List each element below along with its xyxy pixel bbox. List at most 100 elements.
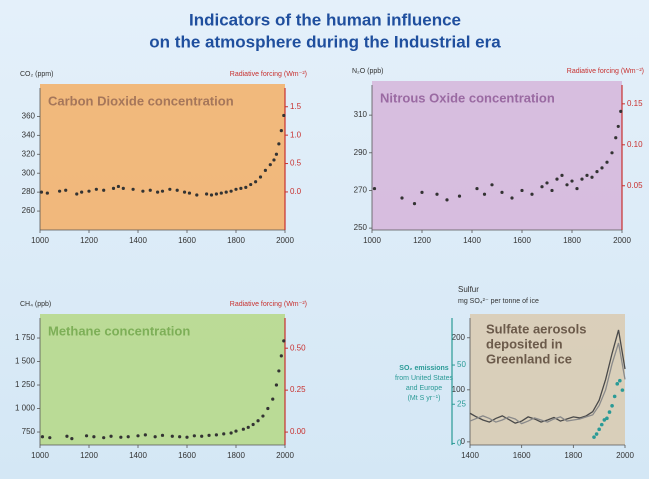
data-point bbox=[185, 435, 189, 439]
data-point bbox=[244, 185, 248, 189]
y2-tick-label: 0.5 bbox=[290, 159, 302, 168]
data-point bbox=[550, 188, 554, 193]
data-point bbox=[256, 419, 260, 423]
x-tick-label: 1400 bbox=[461, 451, 479, 460]
x-tick-label: 2000 bbox=[276, 236, 294, 245]
data-point bbox=[555, 177, 559, 181]
data-point bbox=[254, 180, 258, 184]
data-point bbox=[490, 183, 494, 187]
x-tick-label: 1000 bbox=[363, 236, 381, 245]
data-point bbox=[45, 191, 49, 195]
data-point bbox=[510, 196, 514, 200]
data-point bbox=[246, 425, 250, 429]
y-tick-label: 360 bbox=[22, 112, 36, 121]
y-tick-label: 1 250 bbox=[15, 380, 36, 389]
y-tick-label: 290 bbox=[354, 148, 368, 157]
data-point bbox=[605, 160, 609, 164]
data-point bbox=[160, 433, 165, 437]
data-point bbox=[590, 175, 594, 179]
y2-axis-label: and Europe bbox=[406, 385, 442, 392]
data-point bbox=[271, 397, 275, 401]
y-tick-label: 100 bbox=[452, 385, 466, 394]
y2-tick-label: 1.5 bbox=[290, 102, 302, 111]
data-point bbox=[219, 191, 223, 195]
emission-point bbox=[620, 388, 625, 392]
data-point bbox=[595, 170, 599, 174]
y-tick-label: 310 bbox=[354, 110, 368, 119]
data-point bbox=[94, 187, 98, 191]
data-point bbox=[87, 189, 91, 193]
emission-point bbox=[605, 416, 609, 421]
panel-title: Greenland ice bbox=[486, 351, 572, 366]
y-tick-label: 250 bbox=[354, 223, 368, 232]
panel-title: Carbon Dioxide concentration bbox=[48, 93, 234, 108]
y-tick-label: 1 500 bbox=[15, 357, 36, 366]
data-point bbox=[277, 142, 281, 146]
x-tick-label: 1200 bbox=[413, 236, 431, 245]
panel-title: Nitrous Oxide concentration bbox=[380, 90, 555, 105]
data-point bbox=[277, 369, 281, 373]
y2-axis-label: Radiative forcing (Wm⁻²) bbox=[230, 301, 307, 308]
x-tick-label: 2000 bbox=[276, 451, 294, 460]
x-tick-label: 1000 bbox=[31, 451, 49, 460]
panel-title: deposited in bbox=[486, 336, 563, 351]
data-point bbox=[39, 190, 44, 194]
data-point bbox=[182, 190, 187, 194]
y2-axis-label: Radiative forcing (Wm⁻²) bbox=[230, 71, 307, 78]
data-point bbox=[234, 429, 238, 433]
data-point bbox=[58, 189, 62, 193]
emission-point bbox=[615, 382, 620, 386]
panel-background bbox=[372, 81, 622, 230]
x-tick-label: 1600 bbox=[513, 451, 531, 460]
x-tick-label: 1400 bbox=[463, 236, 481, 245]
y2-tick-label: 25 bbox=[457, 399, 466, 408]
y2-tick-label: 0.50 bbox=[290, 343, 306, 352]
data-point bbox=[143, 433, 147, 437]
data-point bbox=[200, 434, 204, 438]
y-axis-label: CO₂ (ppm) bbox=[20, 71, 53, 78]
data-point bbox=[239, 186, 243, 190]
data-point bbox=[261, 414, 265, 418]
data-point bbox=[192, 434, 196, 438]
x-tick-label: 1600 bbox=[178, 236, 196, 245]
data-point bbox=[274, 152, 279, 156]
y-tick-label: 270 bbox=[354, 186, 368, 195]
data-point bbox=[580, 177, 584, 181]
data-point bbox=[274, 383, 279, 387]
y2-tick-label: 0.10 bbox=[627, 140, 643, 149]
data-point bbox=[131, 187, 135, 191]
y-tick-label: 1 750 bbox=[15, 333, 36, 342]
data-point bbox=[616, 124, 620, 129]
data-point bbox=[614, 136, 618, 140]
ice-core-line bbox=[469, 329, 626, 424]
y-tick-label: 1 000 bbox=[15, 404, 36, 413]
data-point bbox=[170, 434, 174, 438]
data-point bbox=[121, 186, 125, 190]
data-point bbox=[148, 188, 152, 192]
data-point bbox=[545, 181, 549, 185]
y-tick-label: 320 bbox=[22, 149, 36, 158]
y-tick-label: 750 bbox=[22, 427, 36, 436]
data-point bbox=[482, 192, 487, 196]
data-point bbox=[268, 163, 272, 167]
data-point bbox=[565, 183, 569, 187]
data-point bbox=[214, 433, 218, 437]
x-tick-label: 1600 bbox=[513, 236, 531, 245]
data-point bbox=[65, 434, 69, 438]
data-point bbox=[205, 192, 209, 196]
data-point bbox=[116, 184, 120, 189]
data-point bbox=[241, 427, 245, 431]
data-point bbox=[64, 188, 68, 192]
data-point bbox=[400, 196, 404, 200]
data-point bbox=[251, 422, 255, 427]
page-title: Indicators of the human influence bbox=[189, 10, 461, 29]
data-point bbox=[575, 186, 579, 191]
emission-point bbox=[592, 435, 596, 439]
data-point bbox=[175, 188, 179, 192]
data-point bbox=[207, 433, 211, 437]
x-tick-label: 1600 bbox=[178, 451, 196, 460]
emission-point bbox=[612, 394, 617, 399]
data-point bbox=[187, 191, 192, 195]
data-point bbox=[435, 192, 439, 196]
